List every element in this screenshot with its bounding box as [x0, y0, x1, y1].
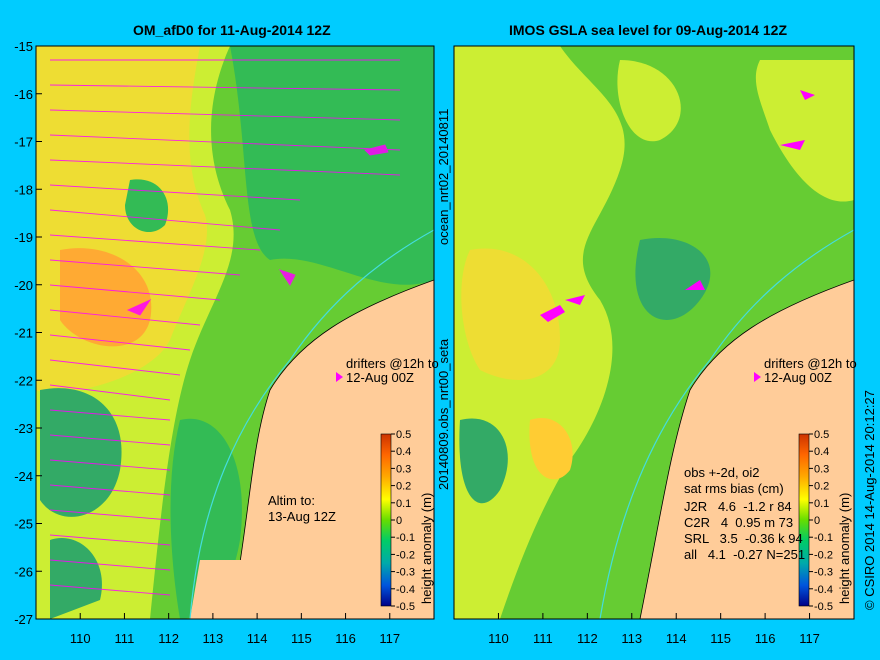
- lon-tick-label: 111: [115, 631, 135, 646]
- colorbar-tick-label: 0.3: [396, 463, 411, 475]
- lat-tick-label: -19: [14, 230, 33, 245]
- left-drifter-arrow-icon: [336, 372, 343, 382]
- lon-tick-label: 117: [379, 631, 400, 646]
- lon-tick-label: 117: [799, 631, 820, 646]
- stats-row: SRL 3.5 -0.36 k 94: [684, 531, 803, 546]
- copyright-label: © CSIRO 2014 14-Aug-2014 20:12:27: [862, 390, 877, 610]
- lat-tick-label: -18: [14, 182, 33, 197]
- right-colorbar: 0.5 0.4 0.3 0.2 0.1 0 -0.1 -0.2 -0.3 -0.4 -0.5 hei…: [798, 429, 852, 613]
- left-map: [36, 46, 434, 619]
- colorbar-tick-label: 0.3: [814, 463, 829, 475]
- left-lat-axis: -15 -16 -17 -18 -19 -20 -21 -22 -23 -24 -25 -26 -27: [14, 39, 42, 627]
- lat-tick-label: -25: [14, 517, 33, 532]
- between-bottom-label: 20140809.obs_nrt00_seta: [436, 338, 451, 490]
- lon-tick-label: 115: [291, 631, 312, 646]
- left-panel-title: OM_afD0 for 11-Aug-2014 12Z: [133, 22, 331, 38]
- colorbar-tick-label: -0.3: [814, 567, 833, 579]
- lat-tick-label: -24: [14, 469, 33, 484]
- left-colorbar: 0.5 0.4 0.3 0.2 0.1 0 -0.1 -0.2 -0.3 -0.4 -0.5 hei…: [380, 429, 434, 613]
- stats-header-line2: sat rms bias (cm): [684, 481, 784, 496]
- colorbar-tick-label: -0.5: [396, 601, 415, 613]
- colorbar-tick-label: 0.1: [396, 498, 411, 510]
- stats-row: C2R 4 0.95 m 73: [684, 515, 793, 530]
- lat-tick-label: -27: [14, 612, 33, 627]
- colorbar-tick-label: 0.5: [396, 429, 411, 441]
- colorbar-tick-label: -0.3: [396, 567, 415, 579]
- altim-note-line2: 13-Aug 12Z: [268, 509, 336, 524]
- right-colorbar-label: height anomaly (m): [837, 493, 852, 604]
- altim-note-line1: Altim to:: [268, 493, 315, 508]
- lon-tick-label: 110: [488, 631, 509, 646]
- right-drifters-note-line1: drifters @12h to: [764, 356, 857, 371]
- colorbar-tick-label: -0.4: [814, 584, 833, 596]
- right-drifter-arrow-icon: [754, 372, 761, 382]
- lat-tick-label: -17: [14, 135, 33, 150]
- colorbar-tick-label: 0.2: [814, 481, 829, 493]
- colorbar-tick-label: -0.4: [396, 584, 415, 596]
- colorbar-tick-label: 0.4: [396, 446, 411, 458]
- lon-tick-label: 111: [533, 631, 553, 646]
- stats-row: all 4.1 -0.27 N=251: [684, 547, 805, 562]
- colorbar-tick-label: -0.1: [396, 532, 415, 544]
- lon-tick-label: 114: [247, 631, 268, 646]
- left-lon-axis: 110 111 112 113 114 115 116 117: [70, 613, 400, 646]
- colorbar-tick-label: -0.2: [814, 549, 833, 561]
- lat-tick-label: -20: [14, 278, 33, 293]
- lon-tick-label: 115: [710, 631, 731, 646]
- lon-tick-label: 112: [158, 631, 179, 646]
- right-lon-axis: 110 111 112 113 114 115 116 117: [488, 613, 820, 646]
- lon-tick-label: 110: [70, 631, 91, 646]
- colorbar-tick-label: 0.2: [396, 481, 411, 493]
- between-top-label: ocean_nrt02_20140811: [436, 109, 451, 245]
- right-panel-title: IMOS GSLA sea level for 09-Aug-2014 12Z: [509, 22, 788, 38]
- lat-tick-label: -16: [14, 87, 33, 102]
- stats-row: J2R 4.6 -1.2 r 84: [684, 499, 792, 514]
- right-map-frame: [453, 45, 855, 620]
- lon-tick-label: 114: [666, 631, 687, 646]
- lat-tick-label: -15: [14, 39, 33, 54]
- stats-header-line1: obs +-2d, oi2: [684, 465, 760, 480]
- colorbar-tick-label: -0.2: [396, 549, 415, 561]
- left-drifters-note-line2: 12-Aug 00Z: [346, 370, 414, 385]
- right-drifters-note-line2: 12-Aug 00Z: [764, 370, 832, 385]
- colorbar-tick-label: 0: [396, 515, 402, 527]
- colorbar-tick-label: 0: [814, 515, 820, 527]
- lon-tick-label: 112: [577, 631, 598, 646]
- colorbar-tick-label: -0.5: [814, 601, 833, 613]
- lat-tick-label: -26: [14, 564, 33, 579]
- lon-tick-label: 116: [335, 631, 356, 646]
- lon-tick-label: 113: [621, 631, 642, 646]
- colorbar-tick-label: 0.1: [814, 498, 829, 510]
- colorbar-tick-label: -0.1: [814, 532, 833, 544]
- colorbar-tick-label: 0.5: [814, 429, 829, 441]
- left-colorbar-label: height anomaly (m): [419, 493, 434, 604]
- lat-tick-label: -23: [14, 421, 33, 436]
- lon-tick-label: 113: [203, 631, 224, 646]
- lat-tick-label: -22: [14, 373, 33, 388]
- lat-tick-label: -21: [14, 326, 33, 341]
- lon-tick-label: 116: [755, 631, 776, 646]
- colorbar-tick-label: 0.4: [814, 446, 829, 458]
- left-drifters-note-line1: drifters @12h to: [346, 356, 439, 371]
